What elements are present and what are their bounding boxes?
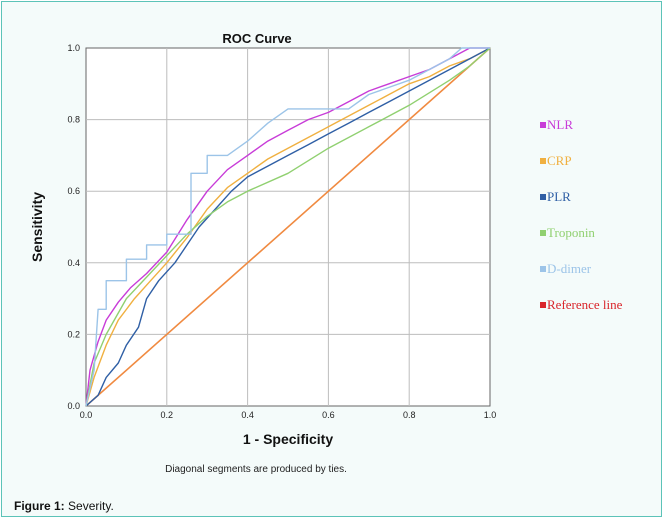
y-tick-label: 1.0 (67, 43, 80, 53)
caption-label: Figure 1: (14, 499, 65, 513)
series-line-reference-line (85, 47, 491, 407)
series-line-troponin (85, 47, 491, 407)
series-lines (85, 47, 491, 407)
y-tick-label: 0.6 (67, 186, 80, 196)
x-tick-label: 1.0 (484, 410, 497, 420)
legend-label-plr: PLR (547, 189, 571, 204)
legend-label-crp: CRP (547, 153, 572, 168)
figure-caption: Figure 1: Severity. (14, 499, 114, 513)
x-tick-label: 0.6 (322, 410, 335, 420)
legend-label-d-dimer: D-dimer (547, 261, 592, 276)
x-axis-title: 1 - Specificity (243, 431, 333, 447)
legend-label-nlr: NLR (547, 117, 573, 132)
legend-swatch-troponin (540, 230, 546, 236)
legend-swatch-nlr (540, 122, 546, 128)
y-tick-label: 0.8 (67, 115, 80, 125)
footnote: Diagonal segments are produced by ties. (165, 464, 347, 475)
y-tick-label: 0.2 (67, 329, 80, 339)
legend-label-reference-line: Reference line (547, 297, 623, 312)
legend-label-troponin: Troponin (547, 225, 595, 240)
series-line-plr (85, 47, 491, 407)
x-tick-label: 0.2 (161, 410, 174, 420)
series-line-d-dimer (85, 47, 490, 407)
series-line-nlr (85, 47, 490, 407)
x-tick-label: 0.8 (403, 410, 416, 420)
legend-swatch-d-dimer (540, 266, 546, 272)
y-tick-label: 0.0 (67, 401, 80, 411)
legend-swatch-crp (540, 158, 546, 164)
legend-swatch-plr (540, 194, 546, 200)
legend: NLR CRP PLR Troponin D-dimer Reference line (540, 117, 623, 312)
chart-title: ROC Curve (222, 31, 291, 46)
series-line-crp (85, 47, 491, 407)
tick-labels: 0.0 0.2 0.4 0.6 0.8 1.0 0.0 0.2 0.4 0.6 0.8 1.0 (67, 43, 496, 420)
caption-text: Severity. (68, 499, 114, 513)
x-tick-label: 0.0 (80, 410, 93, 420)
y-axis-title: Sensitivity (29, 192, 45, 262)
x-tick-label: 0.4 (241, 410, 254, 420)
grid-lines (86, 48, 490, 406)
legend-swatch-reference-line (540, 302, 546, 308)
y-tick-label: 0.4 (67, 258, 80, 268)
